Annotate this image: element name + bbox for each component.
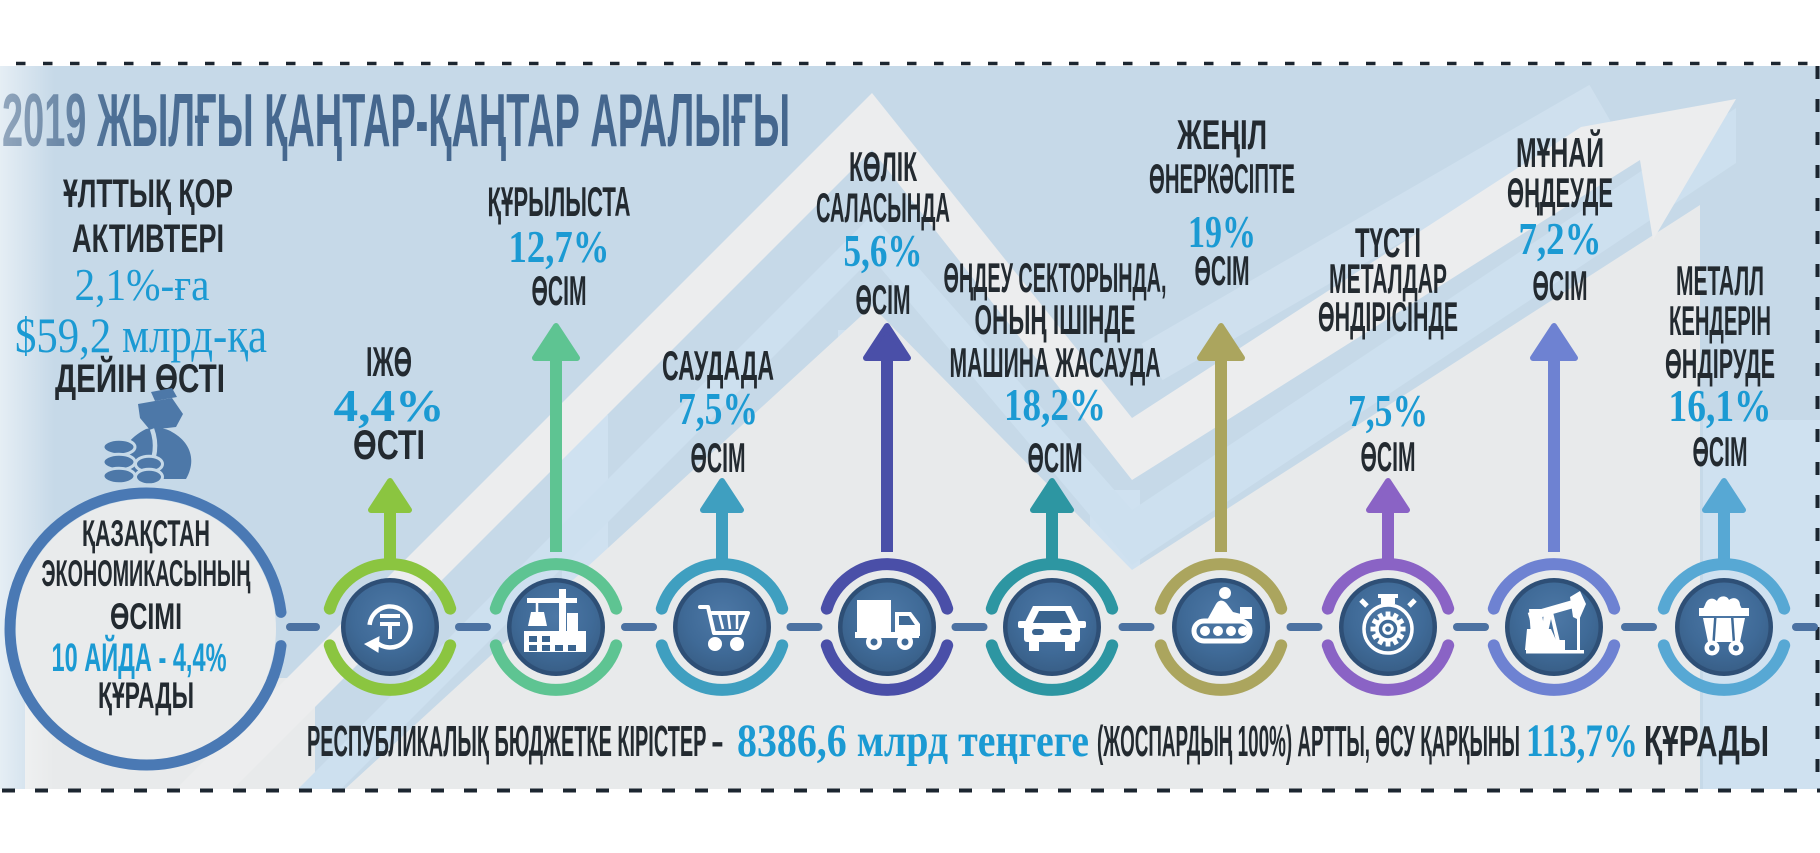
svg-text:ӨСІМ: ӨСІМ: [532, 267, 587, 314]
svg-text:8386,6 млрд теңгеге: 8386,6 млрд теңгеге: [737, 715, 1089, 767]
svg-text:АКТИВТЕРІ: АКТИВТЕРІ: [72, 217, 224, 261]
svg-text:ҚҰРЫЛЫСТА: ҚҰРЫЛЫСТА: [488, 178, 631, 225]
svg-text:4,4%: 4,4%: [334, 380, 445, 431]
svg-text:ӨҢДЕУ СЕКТОРЫНДА,: ӨҢДЕУ СЕКТОРЫНДА,: [944, 254, 1167, 301]
svg-text:7,5%: 7,5%: [1348, 385, 1428, 436]
svg-text:5,6%: 5,6%: [844, 225, 923, 276]
svg-text:ЖЕҢІЛ: ЖЕҢІЛ: [1176, 111, 1267, 158]
svg-text:САЛАСЫНДА: САЛАСЫНДА: [816, 184, 950, 231]
svg-text:ӨСІМ: ӨСІМ: [691, 434, 746, 481]
svg-text:ӨСІМІ: ӨСІМІ: [110, 596, 182, 637]
svg-text:18,2%: 18,2%: [1004, 379, 1106, 430]
svg-text:7,2%: 7,2%: [1519, 213, 1602, 264]
svg-text:ӨНЕРКӘСІПТЕ: ӨНЕРКӘСІПТЕ: [1149, 155, 1295, 202]
svg-text:МЕТАЛЛ: МЕТАЛЛ: [1676, 257, 1764, 304]
svg-text:$59,2 млрд-қа: $59,2 млрд-қа: [15, 307, 267, 363]
svg-text:ӨСІМ: ӨСІМ: [1361, 433, 1416, 480]
svg-text:КӨЛІК: КӨЛІК: [849, 143, 917, 190]
svg-text:ІЖӨ: ІЖӨ: [366, 338, 412, 385]
svg-text:16,1%: 16,1%: [1669, 380, 1772, 431]
svg-text:ҰЛТТЫҚ ҚОР: ҰЛТТЫҚ ҚОР: [63, 172, 233, 216]
svg-text:12,7%: 12,7%: [509, 221, 610, 272]
svg-text:РЕСПУБЛИКАЛЫҚ БЮДЖЕТКЕ КІРІСТЕ: РЕСПУБЛИКАЛЫҚ БЮДЖЕТКЕ КІРІСТЕР –: [307, 717, 723, 766]
svg-text:2,1%-ға: 2,1%-ға: [75, 259, 210, 310]
svg-text:ӨСІМ: ӨСІМ: [1693, 428, 1748, 475]
svg-text:ӨНДІРІСІНДЕ: ӨНДІРІСІНДЕ: [1318, 293, 1458, 340]
svg-text:КЕНДЕРІН: КЕНДЕРІН: [1669, 297, 1771, 344]
svg-text:ӨҢДЕУДЕ: ӨҢДЕУДЕ: [1507, 169, 1613, 216]
svg-text:10 АЙДА - 4,4%: 10 АЙДА - 4,4%: [52, 634, 227, 680]
svg-text:ДЕЙІН ӨСТІ: ДЕЙІН ӨСТІ: [55, 355, 225, 401]
svg-text:ӨСІМ: ӨСІМ: [1533, 262, 1588, 309]
svg-text:ӨСІМ: ӨСІМ: [1028, 434, 1083, 481]
svg-text:ОНЫҢ ІШІНДЕ: ОНЫҢ ІШІНДЕ: [975, 296, 1136, 343]
svg-text:ҚҰРАДЫ: ҚҰРАДЫ: [98, 675, 194, 716]
svg-text:МЕТАЛДАР: МЕТАЛДАР: [1329, 255, 1447, 302]
svg-text:ӨСІМ: ӨСІМ: [856, 276, 911, 323]
svg-text:113,7%: 113,7%: [1526, 715, 1638, 767]
svg-text:(ЖОСПАРДЫҢ 100%) АРТТЫ, ӨСУ ҚА: (ЖОСПАРДЫҢ 100%) АРТТЫ, ӨСУ ҚАРҚЫНЫ: [1097, 717, 1520, 766]
svg-text:ӨСТІ: ӨСТІ: [353, 421, 425, 468]
svg-text:МАШИНА ЖАСАУДА: МАШИНА ЖАСАУДА: [950, 339, 1161, 386]
svg-text:ӨСІМ: ӨСІМ: [1195, 247, 1250, 294]
svg-text:ҚҰРАДЫ: ҚҰРАДЫ: [1644, 717, 1769, 766]
svg-text:2019 ЖЫЛҒЫ ҚАҢТАР-ҚАҢТАР АРАЛЫ: 2019 ЖЫЛҒЫ ҚАҢТАР-ҚАҢТАР АРАЛЫҒЫ: [2, 78, 790, 162]
svg-text:ТҮСТІ: ТҮСТІ: [1355, 219, 1421, 266]
svg-text:ӨНДІРУДЕ: ӨНДІРУДЕ: [1665, 340, 1775, 387]
svg-text:ЭКОНОМИКАСЫНЫҢ: ЭКОНОМИКАСЫНЫҢ: [42, 553, 251, 594]
svg-text:7,5%: 7,5%: [678, 383, 758, 434]
svg-text:ҚАЗАҚСТАН: ҚАЗАҚСТАН: [82, 513, 210, 554]
svg-text:МҰНАЙ: МҰНАЙ: [1516, 128, 1604, 176]
svg-text:19%: 19%: [1188, 206, 1256, 257]
svg-text:САУДАДА: САУДАДА: [662, 342, 774, 389]
